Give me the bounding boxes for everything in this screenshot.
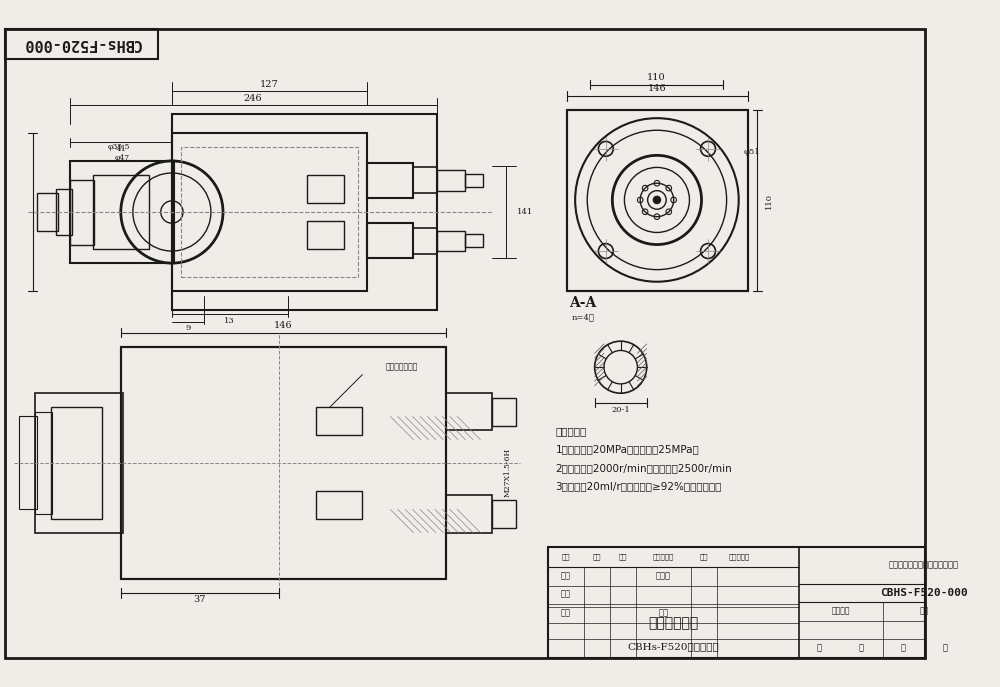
Bar [437,170,465,191]
Text: 共: 共 [817,644,822,653]
Text: 20-1: 20-1 [611,406,630,414]
Bar [367,163,413,198]
Bar [307,221,344,249]
Text: 127: 127 [260,80,279,89]
Bar [567,110,748,291]
Circle shape [653,196,661,203]
Text: 年、月、日: 年、月、日 [729,553,750,561]
Text: 第: 第 [901,644,906,653]
Bar [35,412,52,514]
Bar [367,223,413,258]
Bar [51,407,102,519]
Text: CBHs-F520-000: CBHs-F520-000 [22,36,141,52]
Text: 油道平封底面点: 油道平封底面点 [386,363,418,371]
Bar [93,175,149,249]
Bar [446,495,492,532]
Text: A-A: A-A [570,296,597,310]
Text: 张: 张 [859,644,864,653]
Bar [19,416,37,509]
Text: CBHS-F520-000: CBHS-F520-000 [880,588,967,598]
Text: n=4圆: n=4圆 [571,313,594,321]
Text: φ51: φ51 [743,148,760,156]
Text: 张: 张 [942,644,947,653]
Text: 37: 37 [194,595,206,604]
Bar [316,491,362,519]
Bar [70,161,174,263]
Bar [316,407,362,435]
Text: 更改文件号: 更改文件号 [653,553,674,561]
Text: 标记: 标记 [562,553,570,561]
Bar [35,393,123,532]
Text: φ35.5: φ35.5 [108,143,130,151]
Text: 审核: 审核 [561,591,571,599]
Text: 146: 146 [648,84,666,93]
Text: 图纸标记: 图纸标记 [832,607,850,616]
Text: CBHs-F520齿轮泵总成: CBHs-F520齿轮泵总成 [628,642,720,651]
Text: 110: 110 [765,193,773,209]
Text: 监制: 监制 [658,609,668,618]
Bar [548,547,925,658]
Text: φ47: φ47 [115,154,130,162]
Text: 3、排量：20ml/r，容积效率≥92%，旋向：左旋: 3、排量：20ml/r，容积效率≥92%，旋向：左旋 [556,482,722,491]
Text: 签名: 签名 [700,553,709,561]
Text: 41: 41 [115,145,126,153]
Bar [446,393,492,430]
Text: 外连接尺寸图: 外连接尺寸图 [649,617,699,631]
Bar [437,231,465,251]
Bar [567,110,748,291]
Text: 110: 110 [647,73,665,82]
Bar [181,147,358,277]
Text: M27X1.5-6H: M27X1.5-6H [504,448,512,497]
Bar [413,168,437,194]
Bar [70,179,94,245]
Bar [121,347,446,579]
Text: 146: 146 [274,321,293,330]
Text: 设计: 设计 [561,572,571,581]
Text: 13: 13 [224,317,235,325]
Bar [172,115,437,310]
Bar [121,347,446,579]
Bar [172,133,367,291]
Bar [307,175,344,203]
Bar [5,29,158,58]
Text: 1、额定压力20MPa，最高压力25MPa。: 1、额定压力20MPa，最高压力25MPa。 [556,444,699,454]
Text: 常州博信华盛液压科技有限公司: 常州博信华盛液压科技有限公司 [889,561,959,569]
Text: 9: 9 [185,324,190,333]
Text: 246: 246 [243,94,262,103]
Text: 2、额定转速2000r/min，最高转速2500r/min: 2、额定转速2000r/min，最高转速2500r/min [556,463,732,473]
Bar [56,189,72,235]
Text: 处数: 处数 [592,553,601,561]
Bar [492,398,516,426]
Bar [413,228,437,254]
Text: 重量: 重量 [920,607,929,616]
Bar [465,174,483,187]
Text: 工艺: 工艺 [561,609,571,618]
Text: 141: 141 [517,208,533,216]
Text: 分区: 分区 [618,553,627,561]
Bar [37,194,58,231]
Bar [492,500,516,528]
Text: 标准化: 标准化 [656,572,671,581]
Text: 技术参数：: 技术参数： [556,426,587,436]
Bar [465,234,483,247]
